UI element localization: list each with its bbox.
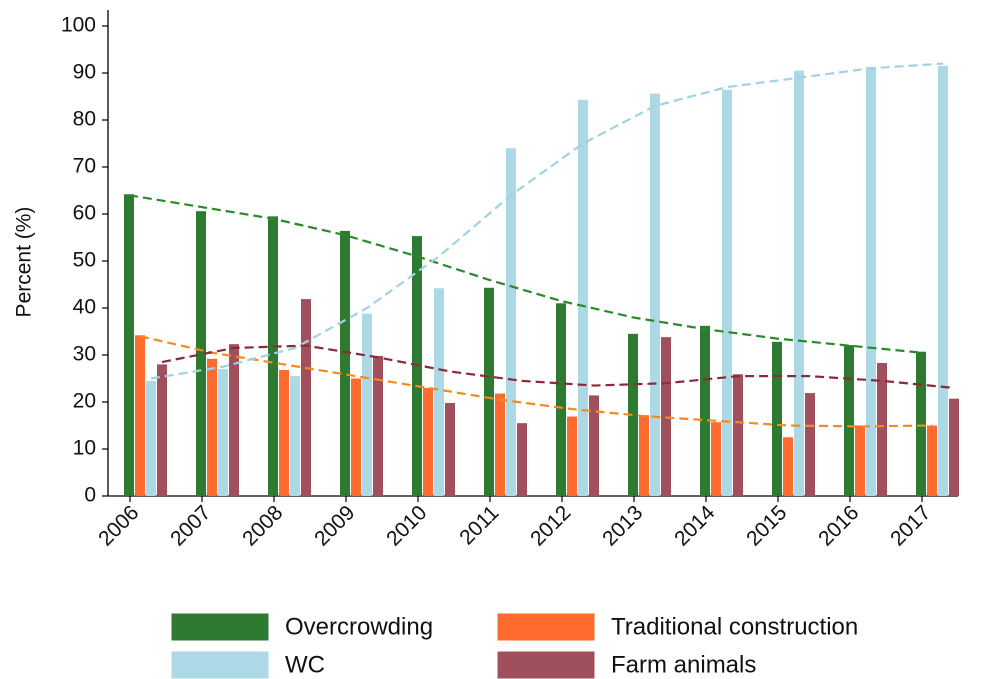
y-tick-label: 50 (73, 249, 96, 272)
y-axis-label: Percent (%) (13, 207, 36, 318)
x-tick-label: 2007 (166, 501, 215, 550)
legend-label: Farm animals (611, 651, 756, 678)
bar (877, 362, 887, 496)
bar (279, 370, 289, 496)
bar (218, 369, 228, 496)
x-tick-label: 2008 (238, 501, 287, 550)
y-tick-label: 80 (73, 108, 96, 131)
trend-line (139, 335, 933, 428)
bar (916, 351, 926, 496)
bar (639, 415, 649, 496)
x-tick-label: 2011 (455, 501, 503, 549)
bar (434, 288, 444, 496)
bar (268, 216, 278, 496)
bar (445, 402, 455, 496)
y-tick-label: 90 (73, 61, 96, 84)
y-tick-label: 0 (84, 484, 96, 507)
trend-line (150, 62, 944, 380)
x-tick-label: 2014 (670, 501, 720, 551)
bar (855, 425, 865, 496)
legend-swatch (497, 651, 595, 679)
bar (733, 374, 743, 496)
bar (301, 299, 311, 496)
bar (628, 333, 638, 496)
bar (805, 393, 815, 496)
bar (700, 325, 710, 496)
bar (506, 148, 516, 496)
x-tick-label: 2013 (598, 501, 647, 550)
bar (866, 66, 876, 496)
bar (589, 395, 599, 496)
y-tick-label: 40 (73, 296, 96, 319)
bar (495, 393, 505, 496)
bar (772, 341, 782, 496)
bar (783, 437, 793, 496)
bar (844, 345, 854, 496)
legend-label: WC (285, 651, 325, 678)
bar (567, 416, 577, 496)
x-tick-label: 2012 (526, 501, 575, 550)
legend-swatch (171, 613, 269, 641)
bar (124, 194, 134, 496)
bar (517, 423, 527, 496)
bar (362, 313, 372, 496)
y-tick-label: 100 (61, 14, 96, 37)
bar (722, 89, 732, 497)
x-tick-label: 2010 (382, 501, 431, 550)
bar (711, 422, 721, 496)
x-tick-label: 2016 (814, 501, 863, 550)
bar (556, 303, 566, 496)
x-tick-label: 2017 (886, 501, 935, 550)
bar (794, 70, 804, 497)
legend-swatch (497, 613, 595, 641)
bar (578, 99, 588, 496)
legend: Overcrowding Traditional construction WC Fa… (171, 613, 858, 679)
bar (927, 425, 937, 496)
y-tick-label: 20 (73, 390, 96, 413)
bar (949, 398, 959, 496)
y-tick-label: 70 (73, 155, 96, 178)
bar (196, 211, 206, 496)
bar (229, 344, 239, 496)
x-tick-label: 2006 (94, 501, 143, 550)
bar (650, 93, 660, 497)
y-tick-label: 30 (73, 343, 96, 366)
bar (207, 358, 217, 496)
bar (146, 380, 156, 496)
bar (340, 230, 350, 497)
bar (423, 387, 433, 496)
legend-swatch (171, 651, 269, 679)
bar (135, 335, 145, 496)
bar (157, 364, 167, 496)
bar (938, 65, 948, 496)
bar (373, 355, 383, 496)
y-tick-label: 10 (73, 437, 96, 460)
x-tick-label: 2009 (310, 501, 359, 550)
bar (484, 287, 494, 496)
legend-label: Traditional construction (611, 613, 858, 640)
bar (290, 376, 300, 496)
legend-label: Overcrowding (285, 613, 433, 640)
y-tick-label: 60 (73, 202, 96, 225)
trend-line (161, 344, 955, 389)
trend-line (128, 194, 922, 354)
bar (351, 378, 361, 496)
x-tick-label: 2015 (742, 501, 791, 550)
